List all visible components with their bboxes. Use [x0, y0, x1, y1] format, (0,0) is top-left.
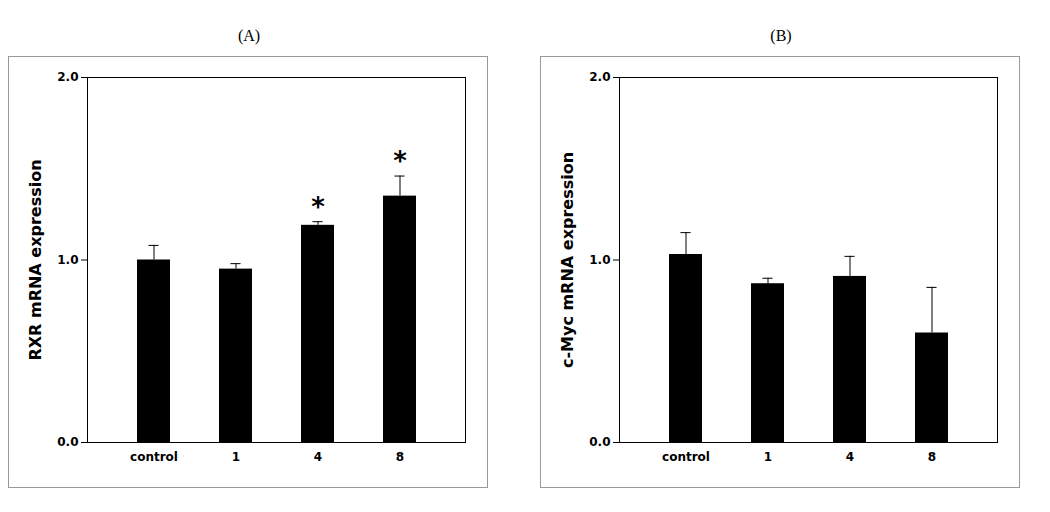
svg-text:2.0: 2.0 [57, 70, 78, 84]
svg-text:2.0: 2.0 [589, 70, 610, 84]
svg-text:1: 1 [764, 450, 772, 464]
svg-text:8: 8 [928, 450, 936, 464]
svg-text:control: control [130, 450, 178, 464]
svg-text:1.0: 1.0 [57, 253, 78, 267]
svg-text:1.0: 1.0 [589, 253, 610, 267]
svg-text:1: 1 [232, 450, 240, 464]
svg-text:RXR mRNA expression: RXR mRNA expression [26, 159, 45, 360]
svg-text:4: 4 [314, 450, 322, 464]
svg-text:control: control [662, 450, 710, 464]
svg-text:c-Myc mRNA expression: c-Myc mRNA expression [558, 152, 577, 368]
svg-text:0.0: 0.0 [589, 435, 610, 449]
svg-text:0.0: 0.0 [57, 435, 78, 449]
svg-text:4: 4 [846, 450, 854, 464]
svg-text:*: * [311, 192, 325, 222]
svg-text:8: 8 [396, 450, 404, 464]
html-text:(B): (B) [770, 27, 792, 44]
svg-text:*: * [393, 146, 407, 176]
html-text:(A): (A) [237, 27, 261, 44]
